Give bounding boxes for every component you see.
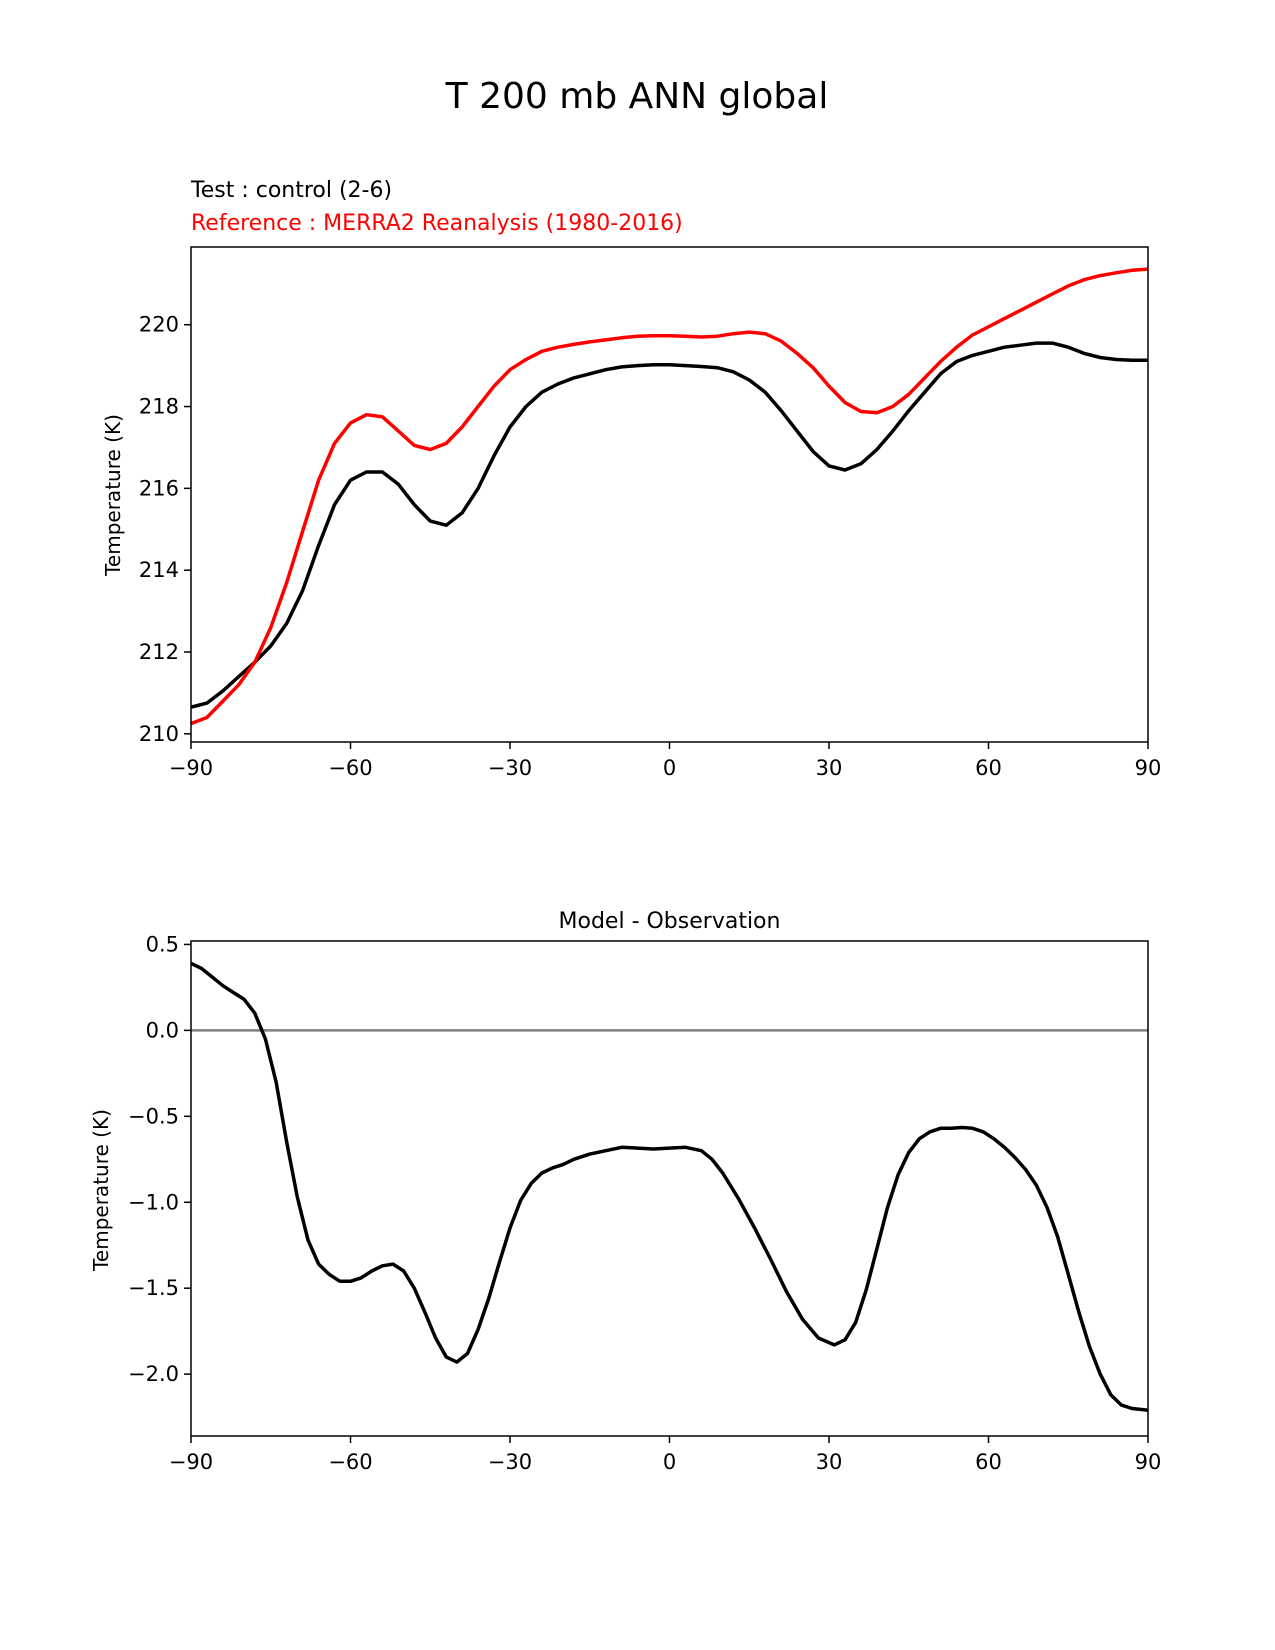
reference-label: Reference : MERRA2 Reanalysis (1980-2016… bbox=[191, 211, 683, 236]
x-tick-label: 90 bbox=[1135, 1450, 1162, 1474]
bottom-chart: Model - Observation Temperature (K) −90−… bbox=[89, 909, 1161, 1474]
top-chart: Test : control (2-6) Reference : MERRA2 … bbox=[101, 178, 1161, 780]
y-tick-label: 218 bbox=[139, 395, 179, 419]
axes-frame bbox=[190, 246, 1149, 743]
x-tick-label: −90 bbox=[169, 756, 213, 780]
y-tick-label: −1.5 bbox=[128, 1276, 179, 1300]
bottom-plot-area: −90 −60 −30 0 30 60 90 0.5 0.0 −0.5 −1.0 −1.5 −2.0 bbox=[128, 932, 1161, 1474]
top-plot-area: −90 −60 −30 0 30 60 90 210 212 214 216 218 220 bbox=[139, 246, 1162, 780]
series-line-reference bbox=[191, 267, 1148, 726]
x-tick-label: −30 bbox=[488, 1450, 532, 1474]
bottom-chart-title: Model - Observation bbox=[559, 909, 781, 934]
x-tick-label: −60 bbox=[328, 1450, 372, 1474]
y-tick-label: −0.5 bbox=[128, 1104, 179, 1128]
y-tick-label: 0.0 bbox=[146, 1018, 179, 1042]
y-tick-label: 0.5 bbox=[146, 932, 179, 956]
y-tick-label: 210 bbox=[139, 722, 179, 746]
x-tick-label: 60 bbox=[975, 1450, 1002, 1474]
x-tick-label: 30 bbox=[816, 1450, 843, 1474]
figure-title: T 200 mb ANN global bbox=[445, 76, 829, 117]
y-tick-label: 216 bbox=[139, 476, 179, 500]
y-tick-label: 220 bbox=[139, 313, 179, 337]
x-tick-label: 90 bbox=[1135, 756, 1162, 780]
y-tick-label: −2.0 bbox=[128, 1362, 179, 1386]
x-tick-label: 0 bbox=[663, 756, 676, 780]
x-tick-label: −30 bbox=[488, 756, 532, 780]
series-line-test bbox=[191, 341, 1148, 709]
series-line-difference bbox=[191, 961, 1148, 1412]
test-label: Test : control (2-6) bbox=[190, 178, 392, 203]
bottom-y-axis-label: Temperature (K) bbox=[89, 1109, 113, 1272]
y-tick-label: −1.0 bbox=[128, 1190, 179, 1214]
y-tick-label: 212 bbox=[139, 640, 179, 664]
x-tick-label: −60 bbox=[328, 756, 372, 780]
top-y-axis-label: Temperature (K) bbox=[101, 414, 125, 577]
x-tick-label: 0 bbox=[663, 1450, 676, 1474]
x-tick-label: 30 bbox=[816, 756, 843, 780]
x-tick-label: 60 bbox=[975, 756, 1002, 780]
y-tick-label: 214 bbox=[139, 558, 179, 582]
x-tick-label: −90 bbox=[169, 1450, 213, 1474]
axes-frame bbox=[190, 940, 1149, 1437]
